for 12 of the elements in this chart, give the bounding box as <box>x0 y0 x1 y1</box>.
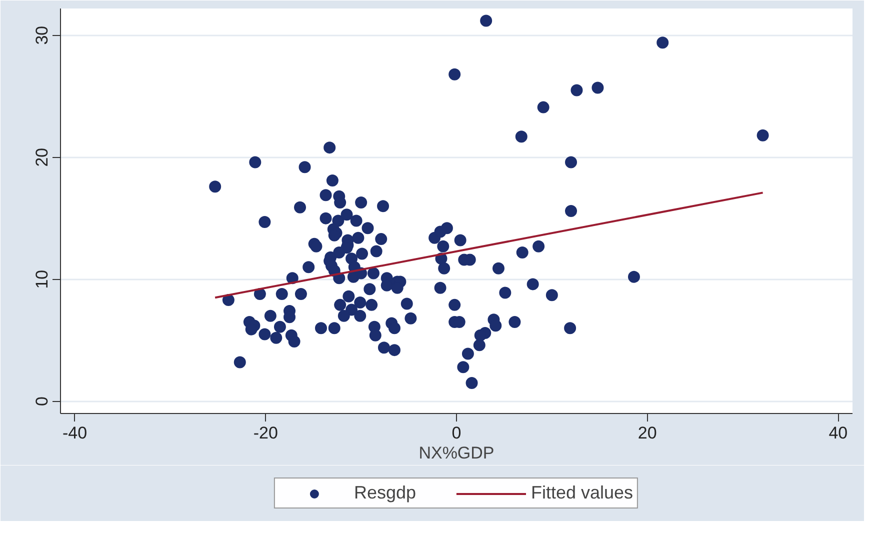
y-tick-label: 10 <box>32 270 52 289</box>
x-tick-label: 0 <box>452 424 462 442</box>
x-tick-label: -40 <box>62 424 88 442</box>
x-tick-label: 40 <box>828 424 848 442</box>
y-tick-label: 30 <box>32 26 52 45</box>
x-tick-label: 20 <box>638 424 657 442</box>
x-axis-title: NX%GDP <box>418 444 494 462</box>
y-tick-label: 0 <box>32 396 52 406</box>
legend-label: Fitted values <box>530 482 634 504</box>
y-tick-label: 20 <box>32 148 52 167</box>
x-tick-label: -20 <box>253 424 278 442</box>
legend-label: Resgdp <box>354 482 416 504</box>
